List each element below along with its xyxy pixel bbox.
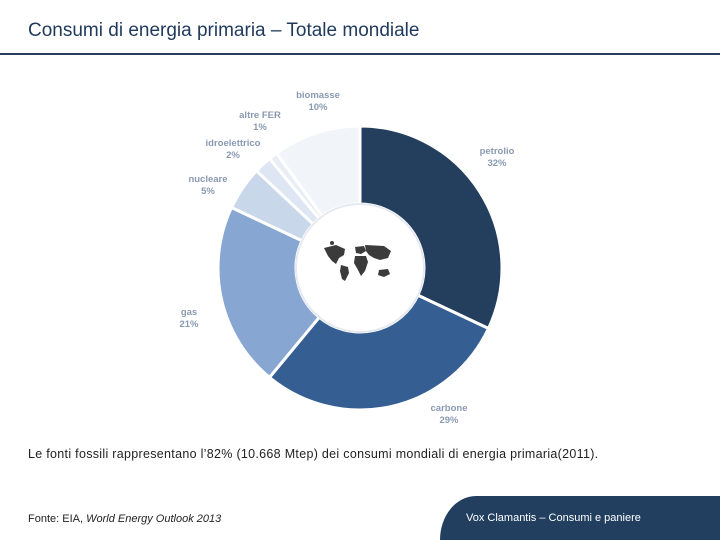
slice-value-label: 5%	[201, 186, 215, 197]
slice-label: idroelettrico	[206, 138, 261, 149]
slice-label: gas	[181, 307, 197, 318]
slice-value-label: 10%	[308, 102, 328, 113]
slice-value-label: 2%	[226, 150, 240, 161]
footer-text: Vox Clamantis – Consumi e paniere	[466, 512, 641, 524]
page-title: Consumi di energia primaria – Totale mon…	[28, 20, 420, 41]
slice-value-label: 1%	[253, 122, 267, 133]
slice-value-label: 21%	[179, 319, 199, 330]
slice-label: carbone	[431, 403, 468, 414]
slice-value-label: 32%	[487, 158, 507, 169]
title-divider	[0, 53, 720, 55]
slice-label: nucleare	[188, 174, 227, 185]
source-note: Fonte: EIA, World Energy Outlook 2013	[28, 513, 221, 525]
slice-label: petrolio	[480, 146, 515, 157]
slice-label: altre FER	[239, 110, 281, 121]
slice-label: biomasse	[296, 90, 340, 101]
source-title: World Energy Outlook 2013	[86, 513, 222, 525]
footer-band	[440, 496, 720, 540]
source-prefix: Fonte: EIA,	[28, 513, 87, 525]
chart-caption: Le fonti fossili rappresentano l’82% (10…	[28, 447, 599, 461]
slice-value-label: 29%	[439, 415, 459, 426]
world-map-icon	[324, 241, 391, 281]
